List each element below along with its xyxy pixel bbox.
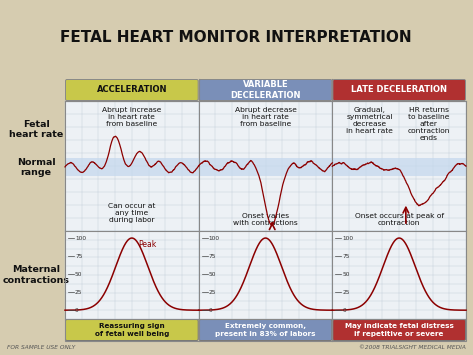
Bar [7, 101, 63, 341]
Text: 50: 50 [209, 272, 216, 277]
Text: Gradual,
symmetrical
decrease
in heart rate: Gradual, symmetrical decrease in heart r… [346, 107, 393, 134]
Text: FOR SAMPLE USE ONLY: FOR SAMPLE USE ONLY [7, 345, 75, 350]
Text: 25: 25 [75, 290, 82, 295]
Text: Extremely common,
present in 83% of labors: Extremely common, present in 83% of labo… [215, 323, 316, 337]
FancyBboxPatch shape [333, 320, 465, 340]
Text: Abrupt decrease
in heart rate
from baseline: Abrupt decrease in heart rate from basel… [235, 107, 297, 127]
FancyBboxPatch shape [65, 320, 198, 340]
Bar [333, 231, 466, 319]
Bar [65, 158, 199, 176]
Text: Reassuring sign
of fetal well being: Reassuring sign of fetal well being [95, 323, 169, 337]
Text: 0: 0 [342, 308, 346, 313]
FancyBboxPatch shape [333, 80, 465, 100]
Text: Onset occurs at peak of
contraction: Onset occurs at peak of contraction [355, 213, 444, 226]
Text: 25: 25 [342, 290, 350, 295]
Text: Can occur at
any time
during labor: Can occur at any time during labor [108, 203, 156, 223]
FancyBboxPatch shape [65, 80, 198, 100]
Text: Fetal
heart rate: Fetal heart rate [9, 120, 63, 139]
Text: ©2008 TRIALSIGHT MEDICAL MEDIA: ©2008 TRIALSIGHT MEDICAL MEDIA [359, 345, 466, 350]
Text: 75: 75 [75, 253, 82, 258]
Text: Maternal
contractions: Maternal contractions [2, 265, 70, 285]
Text: 25: 25 [209, 290, 216, 295]
Text: 100: 100 [75, 235, 86, 241]
Text: 75: 75 [342, 253, 350, 258]
Text: HR returns
to baseline
after
contraction
ends: HR returns to baseline after contraction… [407, 107, 450, 141]
Text: 50: 50 [342, 272, 350, 277]
FancyBboxPatch shape [199, 320, 332, 340]
Bar [65, 231, 199, 319]
Text: 75: 75 [209, 253, 216, 258]
Text: 0: 0 [209, 308, 212, 313]
Bar [333, 101, 466, 231]
Text: 100: 100 [209, 235, 220, 241]
Text: ACCELERATION: ACCELERATION [96, 86, 167, 94]
Text: 100: 100 [342, 235, 353, 241]
Bar [199, 101, 333, 231]
Text: Peak: Peak [138, 240, 156, 249]
Bar [65, 101, 466, 341]
Text: Normal
range: Normal range [17, 158, 55, 177]
Text: Abrupt increase
in heart rate
from baseline: Abrupt increase in heart rate from basel… [102, 107, 161, 127]
Text: FETAL HEART MONITOR INTERPRETATION: FETAL HEART MONITOR INTERPRETATION [60, 30, 412, 45]
Text: LATE DECELERATION: LATE DECELERATION [351, 86, 447, 94]
Bar [333, 158, 466, 176]
Text: Onset varies
with contractions: Onset varies with contractions [233, 213, 298, 226]
Bar [199, 158, 333, 176]
Text: VARIABLE
DECELERATION: VARIABLE DECELERATION [230, 80, 301, 100]
Bar [65, 101, 199, 231]
Text: May indicate fetal distress
if repetitive or severe: May indicate fetal distress if repetitiv… [345, 323, 454, 337]
Text: 0: 0 [75, 308, 79, 313]
FancyBboxPatch shape [199, 80, 332, 100]
Text: 50: 50 [75, 272, 82, 277]
Bar [199, 231, 333, 319]
